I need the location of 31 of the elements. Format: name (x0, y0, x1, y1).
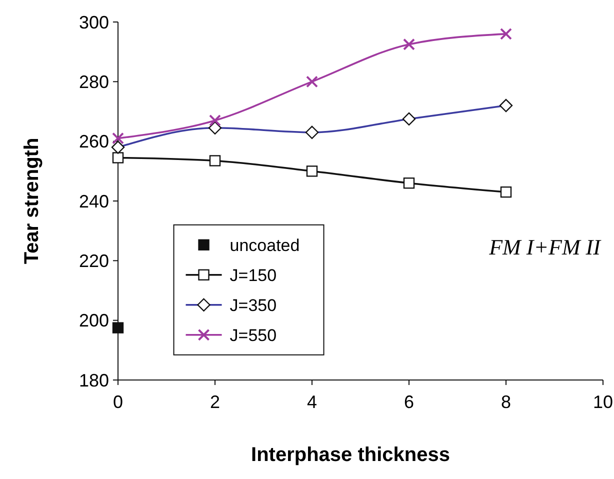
legend-label: J=350 (230, 296, 277, 315)
x-tick-label: 2 (210, 392, 220, 412)
point (209, 155, 221, 166)
x-tick-label: 8 (500, 392, 512, 412)
point (306, 166, 318, 177)
point (209, 114, 221, 126)
point (500, 186, 512, 198)
point (403, 178, 415, 189)
x-axis-title: Interphase thickness (251, 444, 450, 466)
x-tick-label: 4 (306, 392, 318, 412)
point (112, 152, 124, 164)
point (112, 132, 124, 144)
point (112, 322, 124, 334)
y-tick-label: 260 (78, 132, 109, 152)
x-tick-label: 10 (592, 392, 614, 412)
y-tick-label: 300 (78, 12, 109, 32)
x-tick-label: 6 (404, 392, 414, 412)
y-axis-title: Tear strength (21, 138, 43, 264)
y-tick-label: 200 (78, 310, 109, 331)
y-tick-label: 240 (78, 191, 109, 212)
x-tick-label: 0 (112, 392, 124, 412)
y-tick-label: 180 (78, 370, 109, 390)
y-tick-label: 280 (78, 72, 109, 92)
y-tick-label: 220 (78, 250, 109, 271)
point (500, 28, 512, 40)
legend-label: J=150 (230, 266, 277, 285)
annotation: FM I+FM II (488, 234, 602, 260)
point (403, 38, 415, 50)
legend-label: uncoated (230, 236, 300, 255)
legend-label: J=550 (230, 326, 277, 345)
point (306, 76, 318, 88)
